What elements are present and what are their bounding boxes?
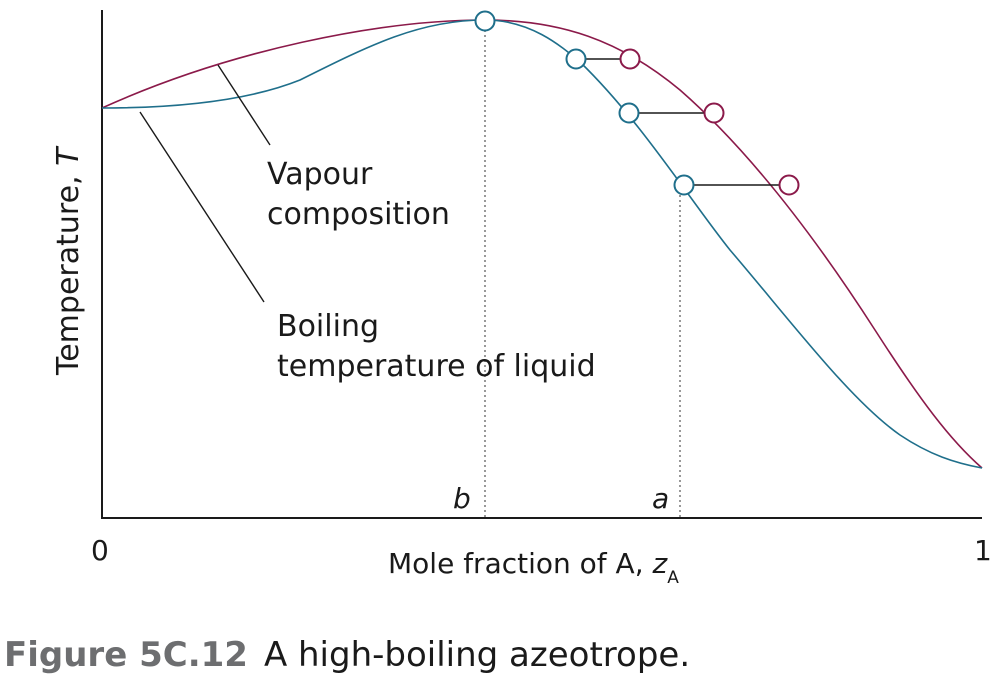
vapour-leader-line xyxy=(217,64,271,146)
vapour-point-3 xyxy=(778,174,800,196)
caption-number: Figure 5C.12 xyxy=(4,635,248,675)
x-axis-subscript: A xyxy=(667,568,679,588)
y-axis-label: Temperature, T xyxy=(51,145,86,376)
liquid-label-line1: Boiling xyxy=(277,309,379,344)
figure-caption: Figure 5C.12 A high-boiling azeotrope. xyxy=(4,635,690,675)
liquid-leader-line xyxy=(139,111,265,303)
marker-a: a xyxy=(652,482,669,515)
x-axis-label-text: Mole fraction of A, xyxy=(388,547,653,580)
y-axis-label-text: Temperature, xyxy=(51,166,86,376)
x-tick-start: 0 xyxy=(91,534,109,567)
azeotrope-point xyxy=(474,10,496,32)
x-tick-end: 1 xyxy=(974,534,992,567)
marker-b: b xyxy=(453,482,471,515)
liquid-point-1 xyxy=(565,48,587,70)
vapour-point-2 xyxy=(703,102,725,124)
vapour-label-line1: Vapour xyxy=(267,157,373,192)
y-axis-symbol: T xyxy=(51,145,86,166)
x-axis-label: Mole fraction of A, zA xyxy=(388,547,679,588)
liquid-curve xyxy=(101,19,983,469)
vapour-label-line2: composition xyxy=(267,197,450,232)
caption-text: A high-boiling azeotrope. xyxy=(264,635,690,675)
liquid-point-3 xyxy=(673,174,695,196)
x-axis-symbol: z xyxy=(652,547,669,580)
vapour-point-1 xyxy=(619,48,641,70)
liquid-point-2 xyxy=(618,102,640,124)
vapour-curve xyxy=(101,19,983,469)
liquid-label-line2: temperature of liquid xyxy=(277,349,596,384)
